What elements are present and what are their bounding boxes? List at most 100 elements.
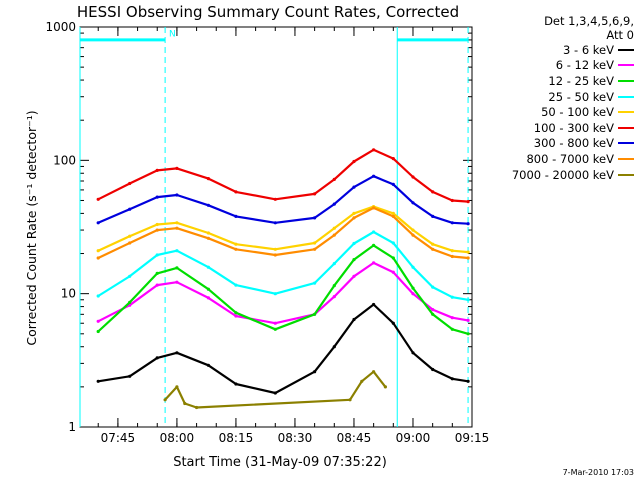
data-point-800-7000-kev [206,236,210,240]
data-point-25-50-kev [431,285,435,289]
legend-swatch [618,64,634,67]
data-point-800-7000-kev [313,247,317,251]
data-point-12-25-kev [352,258,356,262]
data-point-25-50-kev [332,262,336,266]
data-point-50-100-kev [450,249,454,253]
data-point-25-50-kev [313,281,317,285]
data-point-12-25-kev [391,256,395,260]
plot-frame [79,26,473,428]
data-point-3-6-kev [450,377,454,381]
legend-item-3-6-kev: 3 - 6 keV [478,42,634,58]
data-point-100-300-kev [352,159,356,164]
legend-item-100-300-kev: 100 - 300 keV [478,120,634,136]
data-point-7000-20000-kev [360,379,364,383]
data-point-50-100-kev [431,242,435,246]
legend-swatch [618,142,634,145]
data-point-7000-20000-kev [175,385,179,389]
legend: Det 1,3,4,5,6,9, Att 0 3 - 6 keV 6 - 12 k… [478,14,634,182]
data-point-7000-20000-kev [163,398,167,402]
data-point-3-6-kev [175,351,179,355]
series-line-800-7000-kev [97,206,469,260]
data-point-6-12-kev [466,318,470,322]
y-tick-label: 1 [68,420,76,434]
data-point-300-800-kev [372,174,376,178]
data-point-3-6-kev [206,363,210,367]
legend-item-12-25-kev: 12 - 25 keV [478,73,634,89]
legend-swatch [618,157,634,160]
data-point-7000-20000-kev [348,398,352,402]
series-line-3-6-kev [98,303,469,395]
data-point-300-800-kev [234,214,238,218]
data-point-12-25-kev [431,312,435,316]
data-point-100-300-kev [450,198,454,203]
data-point-100-300-kev [206,177,210,181]
data-point-6-12-kev [372,261,376,265]
data-point-100-300-kev [431,190,435,194]
data-point-50-100-kev [206,231,210,235]
data-point-300-800-kev [96,221,100,225]
data-point-25-50-kev [450,295,454,299]
data-point-100-300-kev [391,157,395,161]
series-line-50-100-kev [97,205,469,254]
data-point-800-7000-kev [391,214,395,218]
legend-item-300-800-kev: 300 - 800 keV [478,136,634,152]
legend-label: 3 - 6 keV [563,42,614,57]
data-point-800-7000-kev [234,247,238,251]
data-point-25-50-kev [206,265,210,269]
y-tick-label: 10 [61,287,76,301]
data-point-3-6-kev [466,379,470,383]
legend-label: 800 - 7000 keV [526,151,614,166]
series-line-25-50-kev [97,230,469,301]
data-point-800-7000-kev [372,206,376,210]
data-point-800-7000-kev [96,256,100,260]
axes: 07:45 08:00 08:15 08:30 08:45 09:00 09:15 1 10 10… [45,20,489,445]
data-point-300-800-kev [273,221,277,225]
legend-swatch [618,48,634,51]
legend-swatch [618,173,634,176]
data-point-50-100-kev [155,222,159,227]
data-point-6-12-kev [352,274,356,278]
data-point-300-800-kev [313,216,317,220]
legend-header-line-2: Att 0 [606,28,634,42]
data-point-100-300-kev [128,181,132,186]
x-tick-label: 08:30 [278,431,313,445]
data-point-25-50-kev [352,241,356,246]
data-point-6-12-kev [273,321,277,325]
data-point-50-100-kev [332,226,336,230]
legend-swatch [618,126,634,129]
legend-label: 6 - 12 keV [555,58,614,73]
data-point-25-50-kev [96,294,100,298]
data-point-50-100-kev [234,242,238,246]
data-point-3-6-kev [431,367,435,372]
data-point-6-12-kev [96,319,100,323]
annotation-text: N [169,29,176,39]
data-point-300-800-kev [352,185,356,189]
data-point-25-50-kev [391,241,395,245]
data-point-12-25-kev [273,327,277,331]
legend-swatch [618,111,634,114]
data-point-100-300-kev [234,190,238,194]
legend-label: 7000 - 20000 keV [511,167,614,182]
data-point-3-6-kev [313,370,317,374]
data-point-800-7000-kev [431,247,435,251]
data-point-12-25-kev [332,284,336,288]
data-point-300-800-kev [411,201,415,205]
series-line-12-25-kev [97,244,469,335]
x-tick-label: 09:00 [396,431,431,445]
x-tick-label: 07:45 [101,431,136,445]
data-point-25-50-kev [273,292,277,296]
data-point-800-7000-kev [411,233,415,237]
data-point-25-50-kev [155,253,159,257]
y-axis-label: Corrected Count Rate (s⁻¹ detector⁻¹) [24,110,39,345]
series-line-300-800-kev [97,175,469,225]
data-point-50-100-kev [175,221,179,225]
data-point-25-50-kev [234,283,238,287]
x-tick-label: 08:00 [160,431,195,445]
data-point-12-25-kev [96,329,100,334]
data-point-12-25-kev [206,287,210,291]
series-group [96,148,470,410]
data-point-6-12-kev [155,283,159,287]
annotations: N [79,27,469,427]
data-point-25-50-kev [128,274,132,278]
legend-item-25-50-kev: 25 - 50 keV [478,89,634,105]
